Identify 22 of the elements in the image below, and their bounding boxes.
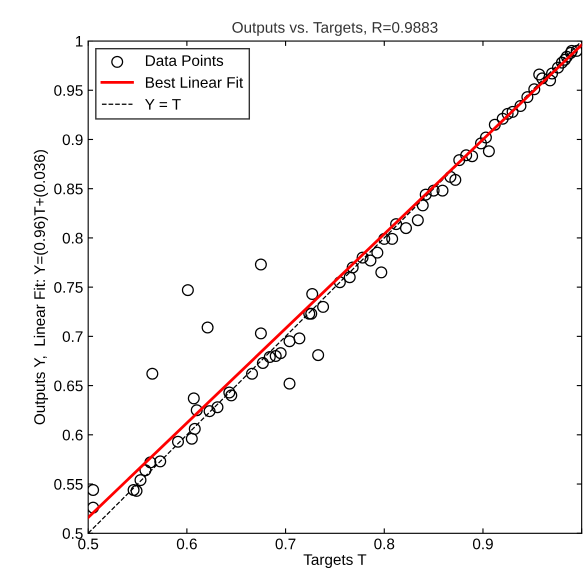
y-tick-label: 0.7 — [62, 331, 83, 342]
y-tick-label: 0.55 — [54, 478, 83, 490]
chart-title: Outputs vs. Targets, R=0.9883 — [232, 22, 438, 36]
y-tick-label: 0.6 — [62, 430, 83, 440]
x-tick-label: 0.7 — [276, 538, 296, 550]
y-tick-label: 0.65 — [54, 380, 83, 392]
x-tick-label: 0.9 — [472, 538, 493, 550]
legend-label: Data Points — [146, 54, 224, 66]
x-tick-label: 0.6 — [176, 538, 197, 550]
y-tick-label: 0.5 — [62, 528, 83, 539]
x-tick-label: 0.8 — [374, 538, 394, 550]
y-tick-label: 0.8 — [62, 232, 83, 244]
x-axis-title: Targets T — [304, 554, 366, 568]
y-tick-label: 0.75 — [54, 282, 83, 293]
y-tick-label: 1 — [76, 36, 83, 47]
y-tick-label: 0.85 — [54, 184, 83, 194]
y-tick-label: 0.95 — [54, 85, 83, 96]
legend-label: Y = T — [145, 99, 181, 110]
y-axis-title: Outputs Y, Linear Fit: Y=(0.96)T+(0.036) — [34, 150, 48, 424]
legend-label: Best Linear Fit — [146, 76, 244, 88]
x-tick-label: 0.5 — [78, 538, 98, 550]
y-tick-label: 0.9 — [62, 134, 83, 146]
